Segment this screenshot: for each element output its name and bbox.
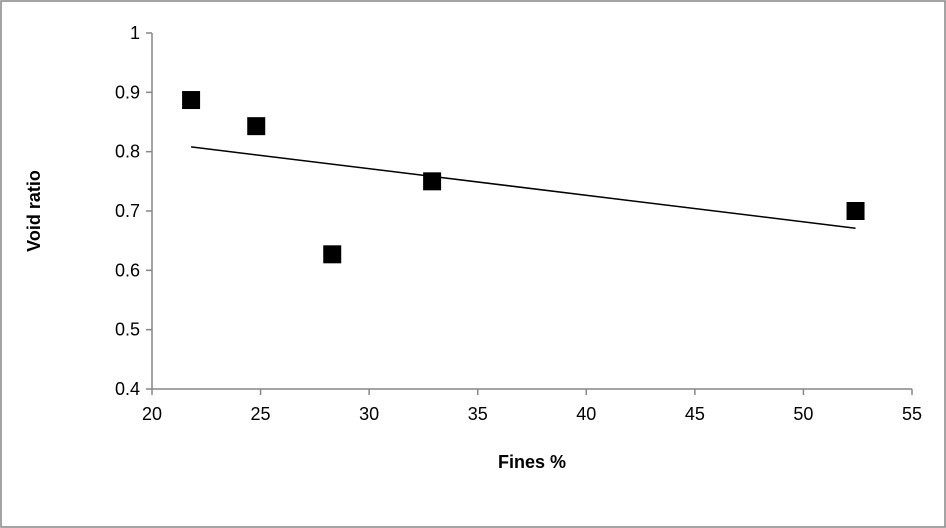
y-tick-label: 0.7 (115, 201, 140, 221)
x-tick-label: 40 (576, 404, 596, 424)
x-axis-title: Fines % (498, 452, 566, 472)
x-tick-label: 20 (142, 404, 162, 424)
data-point-marker (182, 91, 201, 110)
x-tick-label: 30 (359, 404, 379, 424)
axes: 0.4 0.5 0.6 0.7 0.8 0.9 1 20 25 30 35 40 45 50 55 (115, 23, 922, 424)
x-tick-label: 45 (685, 404, 705, 424)
x-tick-label: 35 (468, 404, 488, 424)
y-tick-label: 0.9 (115, 82, 140, 102)
y-tick-label: 1 (130, 23, 140, 43)
y-tick-label: 0.4 (115, 379, 140, 399)
x-tick-label: 25 (251, 404, 271, 424)
y-axis-title: Void ratio (24, 170, 44, 252)
x-tick-label: 55 (902, 404, 922, 424)
trendline-layer (190, 146, 856, 229)
y-tick-label: 0.5 (115, 320, 140, 340)
data-point-marker (423, 172, 442, 191)
trendline (190, 146, 856, 229)
y-tick-label: 0.6 (115, 260, 140, 280)
x-tick-label: 50 (793, 404, 813, 424)
data-points (182, 91, 865, 264)
data-point-marker (846, 202, 865, 220)
data-point-marker (323, 245, 342, 264)
data-point-marker (247, 117, 266, 136)
y-tick-label: 0.8 (115, 142, 140, 162)
